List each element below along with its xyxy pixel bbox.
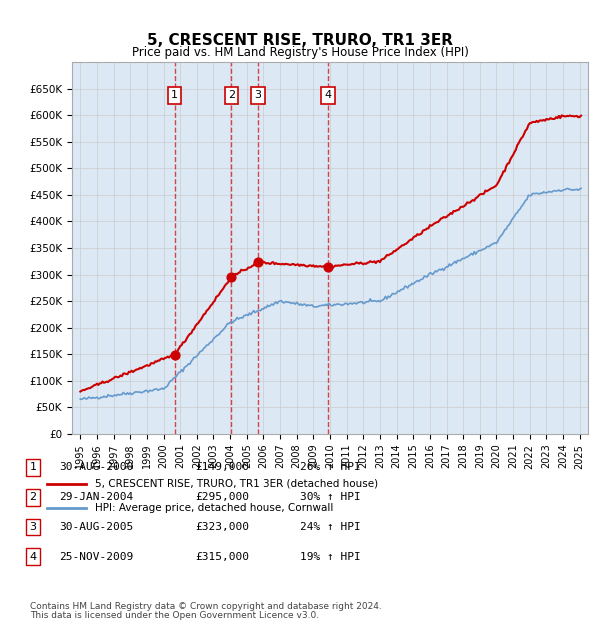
Point (170, 350, 179, 360)
Text: £315,000: £315,000 (195, 552, 249, 562)
Text: 5, CRESCENT RISE, TRURO, TR1 3ER: 5, CRESCENT RISE, TRURO, TR1 3ER (147, 33, 453, 48)
Text: 30-AUG-2000: 30-AUG-2000 (59, 463, 133, 472)
Text: 4: 4 (29, 552, 37, 562)
Text: 1: 1 (171, 91, 178, 100)
Text: 24% ↑ HPI: 24% ↑ HPI (299, 522, 361, 532)
Text: 3: 3 (254, 91, 261, 100)
Text: 2: 2 (228, 91, 235, 100)
Text: 2: 2 (29, 492, 37, 502)
Text: £149,000: £149,000 (195, 463, 249, 472)
Text: This data is licensed under the Open Government Licence v3.0.: This data is licensed under the Open Gov… (30, 611, 319, 619)
Text: Price paid vs. HM Land Registry's House Price Index (HPI): Price paid vs. HM Land Registry's House … (131, 46, 469, 58)
Text: £323,000: £323,000 (195, 522, 249, 532)
Text: £295,000: £295,000 (195, 492, 249, 502)
Text: 30-AUG-2005: 30-AUG-2005 (59, 522, 133, 532)
Text: 4: 4 (325, 91, 332, 100)
Text: 3: 3 (29, 522, 37, 532)
Point (253, 257, 263, 267)
Text: 29-JAN-2004: 29-JAN-2004 (59, 492, 133, 502)
Text: 26% ↑ HPI: 26% ↑ HPI (299, 463, 361, 472)
Text: 19% ↑ HPI: 19% ↑ HPI (299, 552, 361, 562)
Text: 25-NOV-2009: 25-NOV-2009 (59, 552, 133, 562)
Text: 5, CRESCENT RISE, TRURO, TR1 3ER (detached house): 5, CRESCENT RISE, TRURO, TR1 3ER (detach… (95, 479, 378, 489)
Text: HPI: Average price, detached house, Cornwall: HPI: Average price, detached house, Corn… (95, 503, 333, 513)
Text: 30% ↑ HPI: 30% ↑ HPI (299, 492, 361, 502)
Point (323, 262, 333, 272)
Text: Contains HM Land Registry data © Crown copyright and database right 2024.: Contains HM Land Registry data © Crown c… (30, 602, 382, 611)
Point (227, 272, 236, 282)
Text: 1: 1 (29, 463, 37, 472)
